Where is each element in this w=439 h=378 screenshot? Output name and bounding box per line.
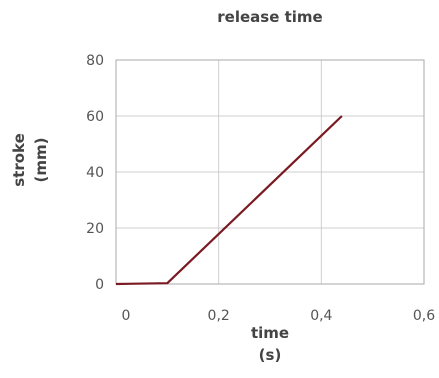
x-axis-title-line1: time	[251, 324, 289, 342]
y-axis-title-line1: stroke	[10, 133, 28, 187]
x-tick-label: 0,2	[208, 308, 230, 324]
y-tick-label: 20	[86, 221, 104, 237]
tick-labels: 0 0,2 0,4 0,6 0 20 40 60 80	[86, 53, 435, 324]
x-axis-title-line2: (s)	[259, 346, 282, 364]
y-axis-title-line2: (mm)	[32, 138, 50, 183]
series-line-0	[115, 115, 343, 286]
series-layer	[115, 115, 343, 286]
y-tick-label: 80	[86, 53, 104, 69]
y-tick-label: 60	[86, 109, 104, 125]
x-tick-label: 0,6	[413, 308, 435, 324]
y-tick-label: 0	[95, 277, 104, 293]
grid	[115, 59, 425, 285]
y-axis-title: stroke (mm)	[10, 133, 50, 187]
y-tick-label: 40	[86, 165, 104, 181]
x-tick-label: 0,4	[310, 308, 332, 324]
chart-title: release time	[217, 8, 322, 26]
x-tick-label: 0	[122, 308, 131, 324]
plot-frame	[115, 59, 425, 285]
